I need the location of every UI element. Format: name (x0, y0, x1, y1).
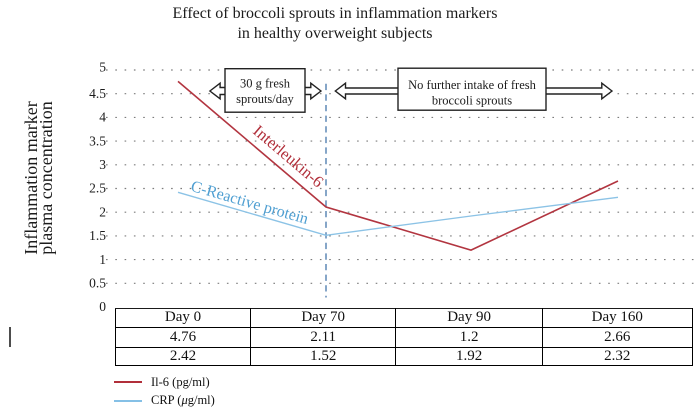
svg-text:0: 0 (99, 299, 106, 314)
svg-text:broccoli sprouts: broccoli sprouts (432, 94, 512, 108)
svg-text:3.5: 3.5 (89, 133, 106, 148)
svg-text:4: 4 (99, 110, 106, 125)
svg-text:No further intake of fresh: No further intake of fresh (408, 78, 536, 92)
svg-text:5: 5 (99, 60, 106, 75)
svg-text:0.5: 0.5 (89, 276, 106, 291)
svg-text:1: 1 (99, 252, 106, 267)
svg-text:4.5: 4.5 (89, 86, 106, 101)
svg-text:3: 3 (99, 157, 106, 172)
svg-text:C-Reactive protein: C-Reactive protein (189, 178, 310, 228)
svg-text:2.5: 2.5 (89, 181, 106, 196)
svg-text:30 g fresh: 30 g fresh (240, 77, 291, 91)
svg-text:2: 2 (99, 204, 106, 219)
svg-text:sprouts/day: sprouts/day (236, 92, 294, 106)
svg-text:1.5: 1.5 (89, 228, 106, 243)
svg-text:Interleukin-6: Interleukin-6 (249, 121, 327, 191)
